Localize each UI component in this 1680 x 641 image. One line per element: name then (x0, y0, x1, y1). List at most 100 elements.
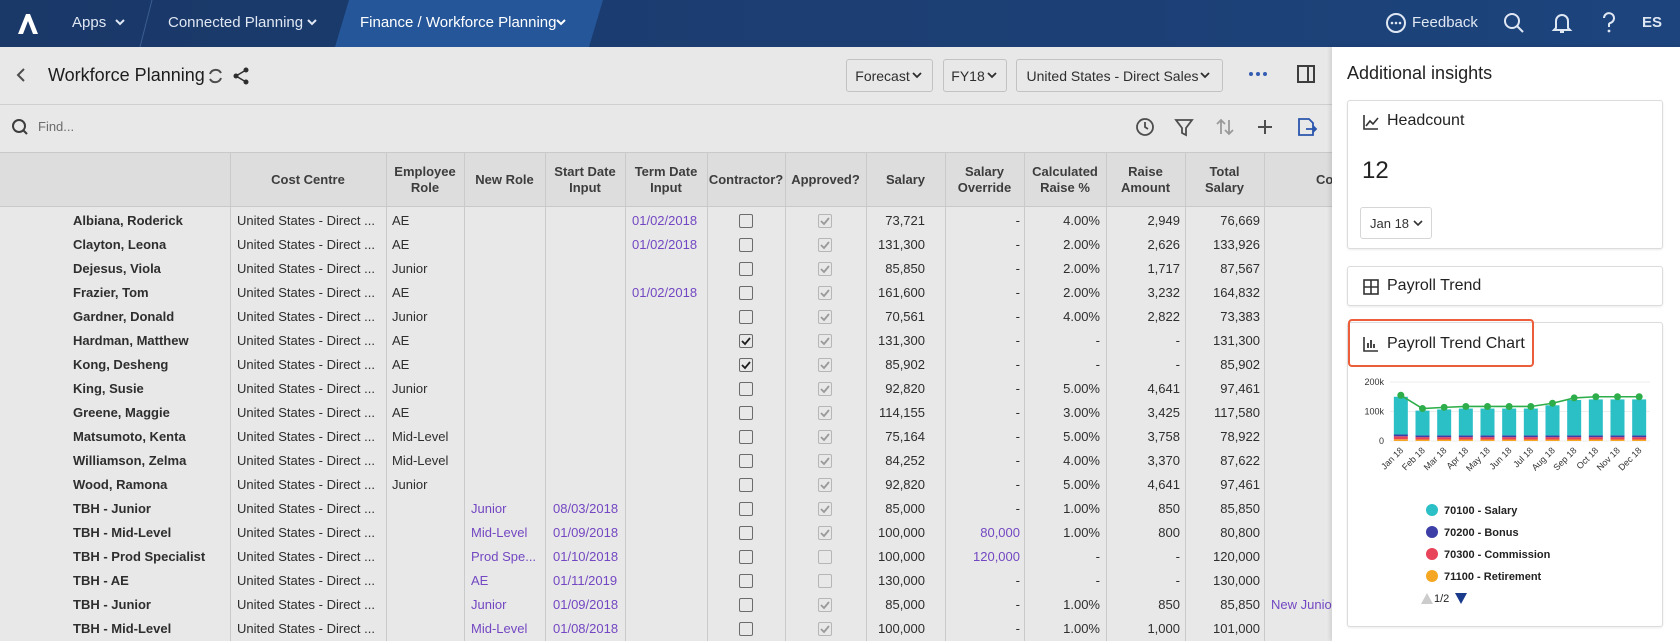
filter-button[interactable]: Forecast (846, 59, 933, 92)
bar-segment (1588, 439, 1603, 441)
cell-start[interactable]: 01/09/2018 (553, 525, 619, 540)
filter-button[interactable]: FY18 (943, 59, 1007, 92)
cell-override[interactable]: - (1015, 477, 1020, 492)
bell-icon[interactable] (1550, 11, 1574, 35)
checkbox[interactable] (739, 214, 753, 228)
cell-comment[interactable]: New Junio (1271, 597, 1332, 612)
cell-salary: 85,902 (885, 357, 925, 372)
checkbox[interactable] (739, 286, 753, 300)
checkbox[interactable] (739, 550, 753, 564)
panel-toggle[interactable] (1296, 64, 1316, 84)
column-border (866, 152, 867, 641)
cell-new-role[interactable]: Mid-Level (471, 621, 528, 636)
checkbox[interactable] (739, 310, 753, 324)
checkbox[interactable] (739, 574, 753, 588)
cell-new-role[interactable]: AE (471, 573, 489, 588)
checkbox[interactable] (739, 502, 753, 516)
cell-override[interactable]: 120,000 (973, 549, 1020, 564)
cell-term[interactable]: 01/02/2018 (632, 285, 698, 300)
toolbar-icons[interactable] (1134, 116, 1324, 138)
checkbox (818, 574, 832, 588)
payroll-trend-card[interactable] (1347, 266, 1663, 306)
nav-finance[interactable]: Finance / Workforce Planning (360, 14, 557, 31)
cell-override[interactable]: - (1015, 405, 1020, 420)
cell-start[interactable]: 08/03/2018 (553, 501, 619, 516)
checkbox[interactable] (739, 406, 753, 420)
cell-override[interactable]: - (1015, 357, 1020, 372)
cell-override[interactable]: - (1015, 261, 1020, 276)
find-input[interactable]: Find... (38, 119, 75, 134)
cell-raise-pct: - (1095, 357, 1100, 372)
legend-next[interactable] (1455, 593, 1467, 604)
cell-name: Clayton, Leona (73, 237, 167, 252)
cell-new-role[interactable]: Mid-Level (471, 525, 528, 540)
cell-override[interactable]: - (1015, 285, 1020, 300)
cell-override[interactable]: - (1015, 597, 1020, 612)
column-header: Term Date Input (634, 163, 698, 195)
back-icon[interactable] (14, 66, 28, 84)
headcount-card[interactable] (1347, 100, 1663, 249)
feedback[interactable]: Feedback (1412, 14, 1478, 31)
title-icons[interactable] (206, 66, 254, 86)
cell-override[interactable]: - (1015, 237, 1020, 252)
checkbox[interactable] (739, 526, 753, 540)
chart-card[interactable] (1347, 322, 1663, 627)
line-point (1549, 399, 1556, 407)
checkbox[interactable] (739, 358, 753, 372)
cell-term[interactable]: 01/02/2018 (632, 237, 698, 252)
cell-override[interactable]: - (1015, 501, 1020, 516)
logo[interactable] (16, 12, 40, 36)
cell-new-role[interactable]: Junior (471, 501, 507, 516)
cell-start[interactable]: 01/10/2018 (553, 549, 619, 564)
cell-override[interactable]: - (1015, 381, 1020, 396)
cell-start[interactable]: 01/08/2018 (553, 621, 619, 636)
y-tick-label: 100k (1364, 407, 1384, 417)
checkbox[interactable] (739, 454, 753, 468)
filter-button[interactable]: United States - Direct Sales (1016, 59, 1223, 92)
checkbox (818, 358, 832, 372)
cell-salary: 131,300 (878, 333, 925, 348)
checkbox[interactable] (739, 334, 753, 348)
checkbox (818, 622, 832, 636)
cell-override[interactable]: - (1015, 621, 1020, 636)
cell-override[interactable]: - (1015, 453, 1020, 468)
line (1400, 394, 1640, 410)
cell-override[interactable]: - (1015, 429, 1020, 444)
search-icon[interactable] (1502, 11, 1526, 35)
cell-cost-centre: United States - Direct ... (237, 573, 375, 588)
checkbox[interactable] (739, 238, 753, 252)
cell-override[interactable]: - (1015, 333, 1020, 348)
cell-raise-pct: 5.00% (1063, 429, 1100, 444)
cell-start[interactable]: 01/09/2018 (553, 597, 619, 612)
cell-override[interactable]: - (1015, 213, 1020, 228)
cell-new-role[interactable]: Prod Spe... (471, 549, 537, 564)
checkbox[interactable] (739, 598, 753, 612)
checkbox[interactable] (739, 478, 753, 492)
chart-title: Payroll Trend Chart (1387, 335, 1525, 352)
checkbox[interactable] (739, 382, 753, 396)
nav-apps[interactable]: Apps (72, 14, 107, 31)
user-initials[interactable]: ES (1642, 14, 1663, 31)
checkbox[interactable] (739, 262, 753, 276)
bar-segment (1610, 435, 1625, 438)
cell-name: Kong, Desheng (73, 357, 169, 372)
period-select[interactable]: Jan 18 (1360, 207, 1432, 239)
cell-start[interactable]: 01/11/2019 (553, 573, 618, 588)
more-icon[interactable] (1246, 66, 1270, 82)
active-tab[interactable] (335, 0, 603, 47)
checkmark (741, 337, 751, 346)
nav-connected-planning[interactable]: Connected Planning (168, 14, 304, 31)
cell-override[interactable]: 80,000 (980, 525, 1020, 540)
cell-override[interactable]: - (1015, 309, 1020, 324)
feedback-icon[interactable] (1384, 12, 1408, 36)
cell-new-role[interactable]: Junior (471, 597, 507, 612)
checkbox[interactable] (739, 622, 753, 636)
line-point (1527, 402, 1535, 410)
cell-override[interactable]: - (1015, 573, 1020, 588)
checkbox[interactable] (739, 430, 753, 444)
cell-salary: 131,300 (878, 237, 925, 252)
cell-total: 80,800 (1220, 525, 1260, 540)
help-icon[interactable] (1599, 11, 1619, 35)
x-tick-label: Feb 18 (1400, 445, 1427, 472)
cell-term[interactable]: 01/02/2018 (632, 213, 698, 228)
